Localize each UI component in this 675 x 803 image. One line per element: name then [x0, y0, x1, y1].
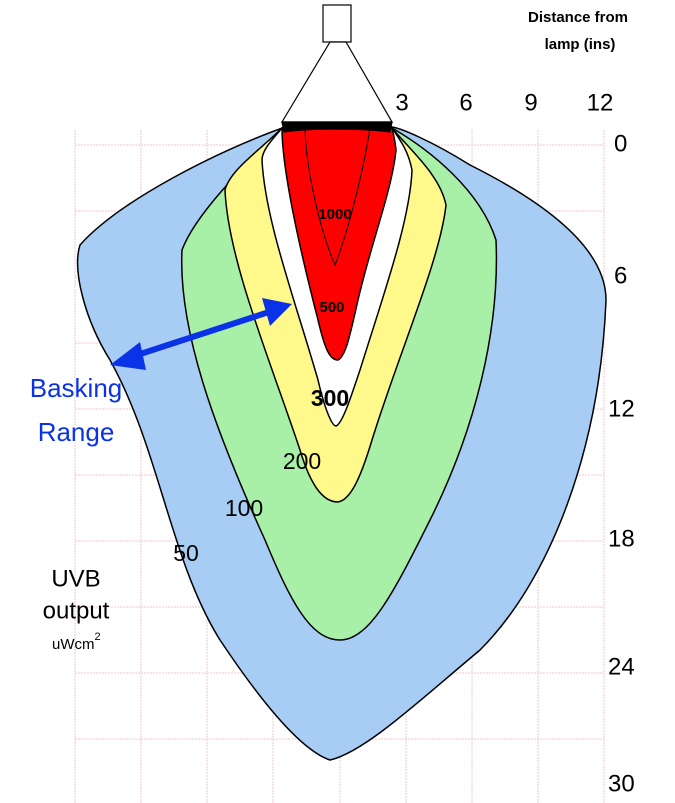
legend-line: output	[43, 597, 110, 624]
contour-label: 300	[311, 385, 349, 411]
lamp-base	[323, 5, 351, 42]
right-tick-label: 0	[614, 130, 627, 157]
callout-line: Range	[38, 417, 115, 447]
right-tick-label: 6	[614, 262, 627, 289]
uvb-diagram: Distance from lamp (ins) 3 6 9 12 0 6 12…	[0, 0, 675, 803]
unit: uWcm	[52, 636, 95, 653]
legend-line: UVB	[51, 565, 100, 592]
unit-sup: 2	[95, 631, 101, 643]
axis-title-line: Distance from	[528, 9, 628, 26]
right-tick-label: 30	[608, 770, 635, 797]
right-tick-label: 12	[608, 395, 635, 422]
contour-label: 500	[319, 299, 344, 316]
contour-label: 100	[225, 495, 263, 521]
legend-unit: uWcm2	[52, 631, 101, 653]
contour-label: 50	[173, 540, 199, 566]
top-tick-label: 6	[459, 89, 472, 116]
contour-label: 200	[283, 448, 321, 474]
lamp-shade	[282, 42, 392, 122]
top-tick-label: 12	[587, 89, 614, 116]
axis-title-line: lamp (ins)	[545, 36, 616, 53]
callout-line: Basking	[30, 373, 123, 403]
right-tick-label: 18	[608, 525, 635, 552]
right-tick-label: 24	[608, 653, 635, 680]
top-tick-label: 9	[524, 89, 537, 116]
top-tick-label: 3	[395, 89, 408, 116]
lamp	[282, 5, 392, 132]
contour-label: 1000	[318, 206, 351, 223]
